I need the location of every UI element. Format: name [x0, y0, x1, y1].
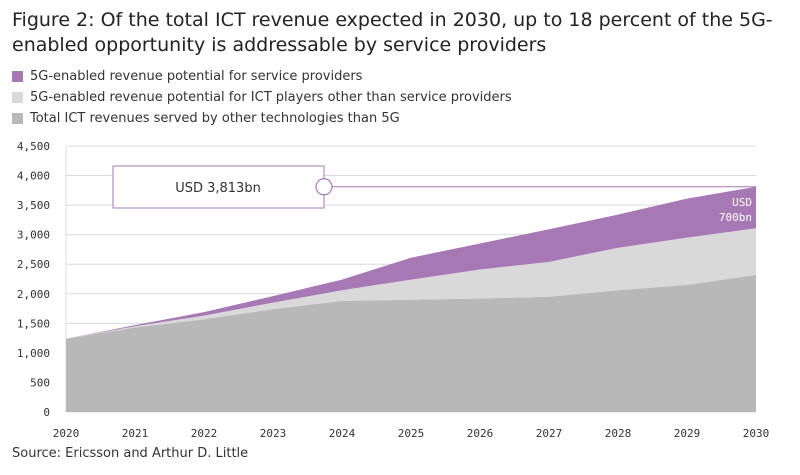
x-tick-label: 2030 — [743, 427, 770, 440]
callout-marker — [315, 178, 333, 196]
x-tick-label: 2022 — [191, 427, 218, 440]
x-tick-label: 2025 — [398, 427, 425, 440]
sp-value-label-line1: USD — [732, 196, 752, 209]
x-tick-label: 2027 — [536, 427, 563, 440]
legend-swatch-service-providers — [12, 71, 23, 82]
legend: 5G-enabled revenue potential for service… — [12, 66, 512, 129]
y-tick-label: 3,000 — [17, 229, 50, 242]
legend-label-service-providers: 5G-enabled revenue potential for service… — [30, 69, 363, 84]
x-tick-label: 2023 — [260, 427, 287, 440]
area-service-providers — [66, 186, 756, 339]
x-tick-label: 2021 — [122, 427, 149, 440]
x-tick-label: 2020 — [53, 427, 80, 440]
sp-value-label-line2: 700bn — [719, 211, 752, 224]
x-tick-label: 2028 — [605, 427, 632, 440]
callout-total-label: USD 3,813bn — [175, 181, 261, 196]
y-tick-label: 4,500 — [17, 140, 50, 153]
legend-item-service-providers: 5G-enabled revenue potential for service… — [12, 66, 512, 87]
y-tick-label: 3,500 — [17, 199, 50, 212]
y-tick-label: 500 — [30, 376, 50, 389]
legend-swatch-other-tech — [12, 113, 23, 124]
x-tick-label: 2029 — [674, 427, 701, 440]
y-tick-label: 1,000 — [17, 347, 50, 360]
legend-label-other-ict: 5G-enabled revenue potential for ICT pla… — [30, 90, 512, 105]
y-tick-label: 2,000 — [17, 288, 50, 301]
y-tick-label: 0 — [43, 406, 50, 419]
legend-swatch-other-ict — [12, 92, 23, 103]
y-tick-label: 4,000 — [17, 170, 50, 183]
legend-item-other-ict: 5G-enabled revenue potential for ICT pla… — [12, 87, 512, 108]
callout-box — [112, 165, 325, 209]
x-tick-label: 2024 — [329, 427, 356, 440]
x-tick-label: 2026 — [467, 427, 494, 440]
area-other-technologies — [66, 274, 756, 412]
area-other-ict-players — [66, 228, 756, 339]
y-tick-label: 2,500 — [17, 258, 50, 271]
y-tick-label: 1,500 — [17, 317, 50, 330]
legend-label-other-tech: Total ICT revenues served by other techn… — [30, 111, 400, 126]
legend-item-other-tech: Total ICT revenues served by other techn… — [12, 108, 512, 129]
source-note: Source: Ericsson and Arthur D. Little — [12, 446, 249, 461]
chart-title: Figure 2: Of the total ICT revenue expec… — [12, 9, 773, 56]
